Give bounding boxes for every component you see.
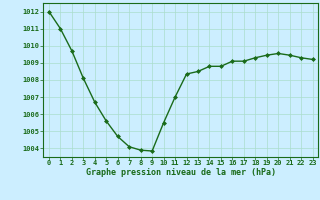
X-axis label: Graphe pression niveau de la mer (hPa): Graphe pression niveau de la mer (hPa) [86, 168, 276, 177]
